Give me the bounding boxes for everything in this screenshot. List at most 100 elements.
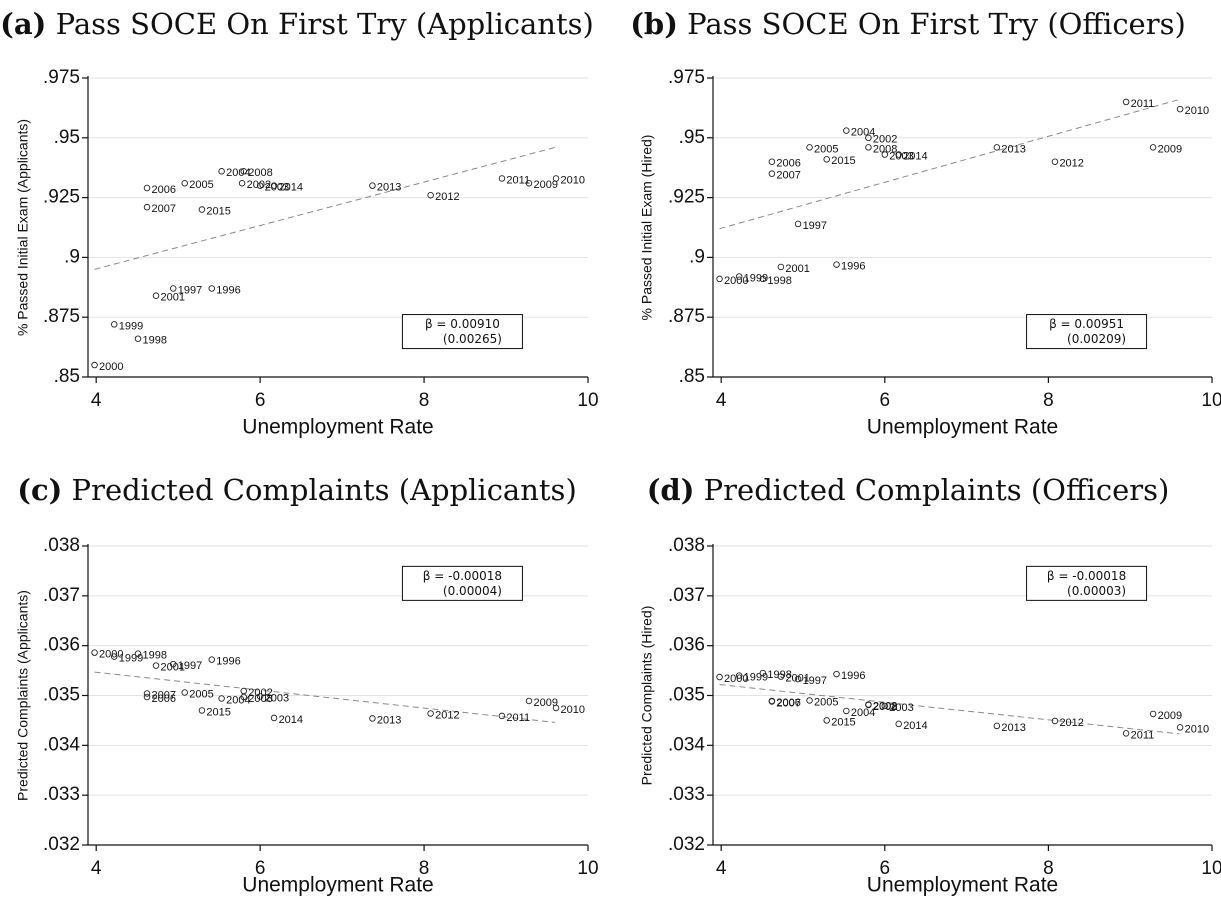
data-point bbox=[240, 693, 247, 701]
point-label: 2006 bbox=[776, 697, 800, 709]
data-point bbox=[427, 191, 434, 199]
point-label: 1996 bbox=[216, 284, 240, 296]
y-tick-label: .035 bbox=[668, 685, 705, 706]
data-point bbox=[716, 673, 723, 681]
data-point bbox=[134, 335, 142, 342]
data-point bbox=[134, 650, 142, 657]
data-point bbox=[198, 206, 206, 213]
data-point bbox=[735, 672, 743, 679]
annotation-se: (0.00265) bbox=[443, 332, 502, 346]
point-label: 2015 bbox=[831, 716, 855, 728]
x-tick-label: 10 bbox=[1201, 858, 1221, 879]
x-axis-label: Unemployment Rate bbox=[242, 416, 433, 439]
point-label: 2000 bbox=[99, 649, 123, 661]
point-label: 2001 bbox=[161, 292, 185, 304]
data-point bbox=[240, 687, 247, 695]
y-axis-label: % Passed Initial Exam (Hired) bbox=[639, 135, 655, 321]
y-tick-label: .035 bbox=[43, 685, 80, 706]
annotation-beta: β = -0.00018 bbox=[423, 569, 502, 583]
x-tick-label: 6 bbox=[255, 390, 266, 411]
data-point bbox=[552, 704, 560, 712]
data-point bbox=[1051, 158, 1059, 165]
annotation-box bbox=[1026, 314, 1148, 350]
data-point bbox=[993, 144, 1001, 151]
data-point bbox=[152, 662, 160, 669]
point-label: 1997 bbox=[803, 220, 827, 232]
x-axis-label: Unemployment Rate bbox=[867, 874, 1058, 897]
data-point bbox=[525, 697, 533, 705]
data-point bbox=[1051, 717, 1059, 725]
data-point bbox=[110, 653, 118, 660]
point-label: 2004 bbox=[226, 167, 250, 179]
panel-3: (d) Predicted Complaints (Officers) .032.… bbox=[639, 473, 1221, 897]
point-label: 2006 bbox=[152, 184, 176, 196]
data-point bbox=[881, 151, 889, 158]
point-label: 2009 bbox=[533, 697, 557, 709]
annotation-beta: β = 0.00951 bbox=[1049, 317, 1124, 331]
y-tick-label: .037 bbox=[43, 585, 80, 606]
data-point bbox=[169, 285, 177, 292]
point-label: 2007 bbox=[152, 689, 176, 701]
x-tick-label: 10 bbox=[577, 858, 598, 879]
fit-line bbox=[94, 671, 556, 723]
y-tick-label: .875 bbox=[43, 306, 80, 327]
y-tick-label: .975 bbox=[668, 67, 705, 88]
point-label: 2010 bbox=[1185, 105, 1209, 117]
x-axis-label: Unemployment Rate bbox=[242, 874, 433, 897]
point-label: 2007 bbox=[776, 697, 800, 709]
data-point bbox=[759, 669, 767, 677]
y-tick-label: .034 bbox=[668, 734, 705, 755]
point-label: 2008 bbox=[873, 143, 897, 155]
point-label: 1998 bbox=[767, 669, 791, 681]
data-point bbox=[1176, 724, 1184, 731]
data-point bbox=[865, 134, 872, 142]
data-point bbox=[865, 701, 872, 709]
y-tick-label: .975 bbox=[43, 67, 80, 88]
y-tick-label: .875 bbox=[668, 306, 705, 327]
data-point bbox=[143, 203, 151, 211]
point-label: 2010 bbox=[561, 704, 585, 716]
point-label: 2007 bbox=[776, 170, 800, 182]
point-label: 2007 bbox=[152, 203, 176, 215]
panel-letter: (d) bbox=[647, 473, 695, 507]
point-label: 2014 bbox=[279, 714, 303, 726]
data-point bbox=[238, 179, 246, 187]
data-point bbox=[91, 649, 98, 656]
y-axis-label: Predicted Complaints (Hired) bbox=[639, 606, 655, 786]
data-point bbox=[152, 292, 160, 299]
point-label: 2004 bbox=[851, 127, 875, 139]
annotation-box bbox=[401, 565, 523, 601]
point-label: 1999 bbox=[744, 671, 768, 683]
y-tick-label: .037 bbox=[668, 585, 705, 606]
y-tick-label: .036 bbox=[43, 635, 80, 656]
point-label: 2001 bbox=[785, 263, 809, 275]
annotation-se: (0.00209) bbox=[1067, 332, 1126, 346]
point-label: 1999 bbox=[744, 272, 768, 284]
point-label: 2011 bbox=[506, 712, 530, 724]
data-point bbox=[1149, 710, 1157, 718]
data-point bbox=[1122, 730, 1130, 737]
point-label: 2015 bbox=[206, 706, 230, 718]
data-point bbox=[270, 714, 278, 722]
point-label: 1996 bbox=[216, 656, 240, 668]
point-label: 2012 bbox=[435, 191, 459, 203]
point-label: 2004 bbox=[851, 707, 875, 719]
data-point bbox=[823, 717, 830, 724]
x-tick-label: 4 bbox=[716, 390, 727, 411]
point-label: 2005 bbox=[189, 688, 213, 700]
point-label: 2004 bbox=[226, 694, 250, 706]
data-point bbox=[833, 261, 840, 268]
point-label: 1999 bbox=[119, 320, 143, 332]
data-point bbox=[768, 698, 776, 705]
data-point bbox=[256, 182, 264, 189]
y-tick-label: .9 bbox=[64, 246, 80, 267]
point-label: 2012 bbox=[1059, 717, 1083, 729]
x-tick-label: 8 bbox=[419, 390, 430, 411]
data-point bbox=[552, 175, 560, 182]
y-tick-label: .032 bbox=[668, 834, 705, 855]
point-label: 2002 bbox=[873, 701, 897, 713]
annotation-box bbox=[401, 314, 523, 350]
point-label: 2014 bbox=[903, 150, 927, 162]
data-point bbox=[735, 273, 743, 280]
point-label: 2014 bbox=[279, 182, 303, 194]
